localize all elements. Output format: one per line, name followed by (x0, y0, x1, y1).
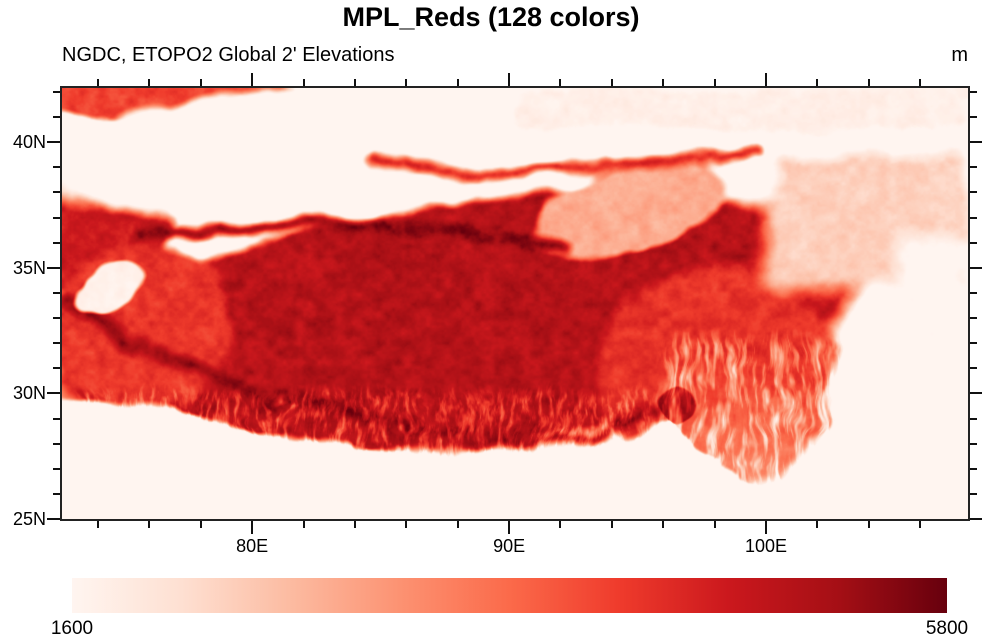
axis-tick (970, 191, 977, 193)
axis-tick (970, 518, 982, 520)
axis-tick (47, 518, 60, 520)
lat-tick-label: 25N (12, 509, 46, 529)
axis-tick (970, 267, 982, 269)
axis-tick (405, 79, 407, 86)
axis-tick (970, 443, 977, 445)
axis-tick (53, 317, 60, 319)
axis-tick (970, 342, 977, 344)
axis-tick (508, 73, 510, 86)
axis-tick (868, 79, 870, 86)
axis-tick (53, 166, 60, 168)
axis-tick (970, 166, 977, 168)
axis-tick (611, 79, 613, 86)
axis-tick (53, 116, 60, 118)
axis-tick (53, 367, 60, 369)
axis-tick (816, 79, 818, 86)
axis-tick (765, 521, 767, 534)
axis-tick (970, 116, 977, 118)
axis-tick (53, 91, 60, 93)
plot-title: MPL_Reds (128 colors) (342, 2, 640, 32)
axis-tick (53, 493, 60, 495)
axis-tick (53, 443, 60, 445)
axis-tick (457, 521, 459, 528)
axis-tick (200, 79, 202, 86)
axis-tick (868, 521, 870, 528)
axis-tick (148, 521, 150, 528)
axis-tick (970, 392, 982, 394)
axis-tick (714, 79, 716, 86)
axis-tick (53, 418, 60, 420)
axis-tick (53, 342, 60, 344)
axis-tick (354, 521, 356, 528)
dataset-label: NGDC, ETOPO2 Global 2' Elevations (62, 44, 395, 66)
axis-tick (53, 292, 60, 294)
axis-tick (662, 521, 664, 528)
axis-tick (559, 79, 561, 86)
axis-tick (970, 317, 977, 319)
axis-tick (303, 521, 305, 528)
colorbar-max-label: 5800 (925, 618, 969, 639)
axis-tick (354, 79, 356, 86)
axis-tick (970, 292, 977, 294)
axis-tick (714, 521, 716, 528)
axis-tick (53, 217, 60, 219)
lat-tick-label: 35N (12, 257, 46, 278)
lon-tick-label: 80E (236, 536, 269, 556)
axis-tick (47, 392, 60, 394)
axis-tick (53, 468, 60, 470)
axis-tick (919, 521, 921, 528)
axis-tick (970, 217, 977, 219)
axis-tick (970, 242, 977, 244)
axis-tick (47, 267, 60, 269)
axis-tick (148, 79, 150, 86)
axis-tick (970, 141, 982, 143)
axis-tick (47, 141, 60, 143)
axis-tick (970, 468, 977, 470)
axis-tick (611, 521, 613, 528)
elevation-map-canvas (62, 88, 968, 519)
axis-tick (662, 79, 664, 86)
colorbar-gradient (72, 578, 947, 613)
axis-tick (251, 73, 253, 86)
axis-tick (97, 521, 99, 528)
lon-tick-label: 90E (493, 536, 526, 556)
axis-tick (970, 493, 977, 495)
axis-tick (405, 521, 407, 528)
lon-tick-label: 100E (745, 536, 788, 556)
axis-tick (97, 79, 99, 86)
colorbar-min-label: 1600 (50, 618, 94, 639)
lat-tick-label: 40N (12, 132, 46, 153)
axis-tick (816, 521, 818, 528)
elevation-map-frame (60, 86, 970, 521)
axis-tick (53, 191, 60, 193)
axis-tick (251, 521, 253, 534)
axis-tick (970, 418, 977, 420)
axis-tick (970, 367, 977, 369)
axis-tick (765, 73, 767, 86)
axis-tick (457, 79, 459, 86)
axis-tick (303, 79, 305, 86)
axis-tick (559, 521, 561, 528)
axis-tick (508, 521, 510, 534)
axis-tick (200, 521, 202, 528)
axis-tick (53, 242, 60, 244)
axis-tick (970, 91, 977, 93)
lat-tick-label: 30N (12, 383, 46, 404)
units-label: m (951, 44, 968, 66)
axis-tick (919, 79, 921, 86)
